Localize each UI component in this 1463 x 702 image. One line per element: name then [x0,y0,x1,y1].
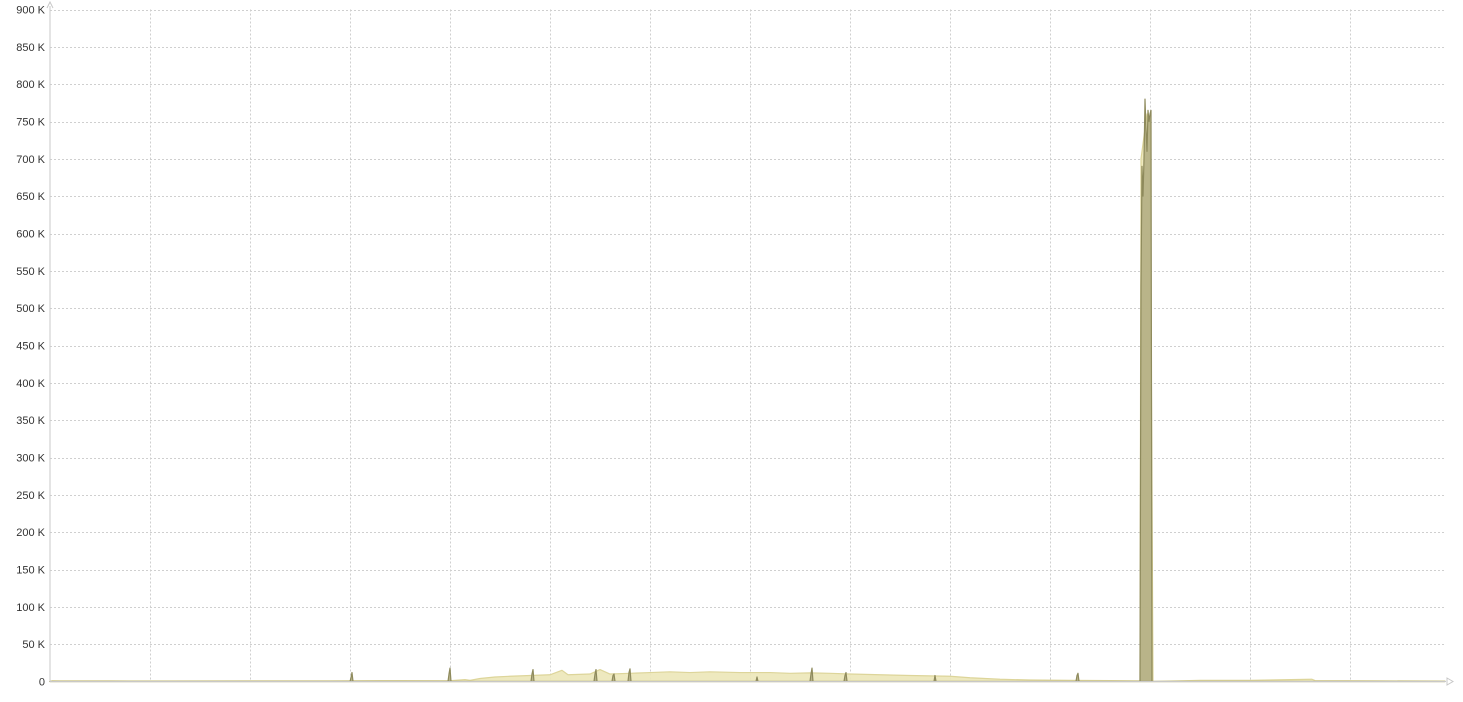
y-tick-label: 50 K [22,639,45,651]
y-tick-label: 900 K [16,5,45,17]
y-tick-label: 150 K [16,565,45,577]
y-tick-label: 0 [39,677,45,689]
axes [46,0,1454,686]
y-tick-label: 350 K [16,415,45,427]
y-tick-label: 850 K [16,42,45,54]
series-areas [49,98,1446,683]
y-tick-label: 450 K [16,341,45,353]
y-tick-label: 800 K [16,79,45,91]
y-axis-arrow-icon [46,0,54,9]
y-tick-label: 600 K [16,229,45,241]
y-tick-label: 300 K [16,453,45,465]
y-tick-label: 500 K [16,303,45,315]
y-tick-label: 650 K [16,191,45,203]
series-area-2 [49,98,1446,683]
y-tick-label: 550 K [16,266,45,278]
x-axis-arrow-icon [1446,677,1454,686]
y-tick-label: 100 K [16,602,45,614]
grid-lines [50,9,1445,682]
y-tick-label: 750 K [16,117,45,129]
y-tick-labels: 0 50 K 100 K 150 K 200 K 250 K 300 K 350 K 400 K… [16,5,45,689]
y-tick-label: 250 K [16,490,45,502]
y-tick-label: 700 K [16,154,45,166]
y-tick-label: 200 K [16,527,45,539]
y-tick-label: 400 K [16,378,45,390]
series-area-1 [49,113,1446,683]
